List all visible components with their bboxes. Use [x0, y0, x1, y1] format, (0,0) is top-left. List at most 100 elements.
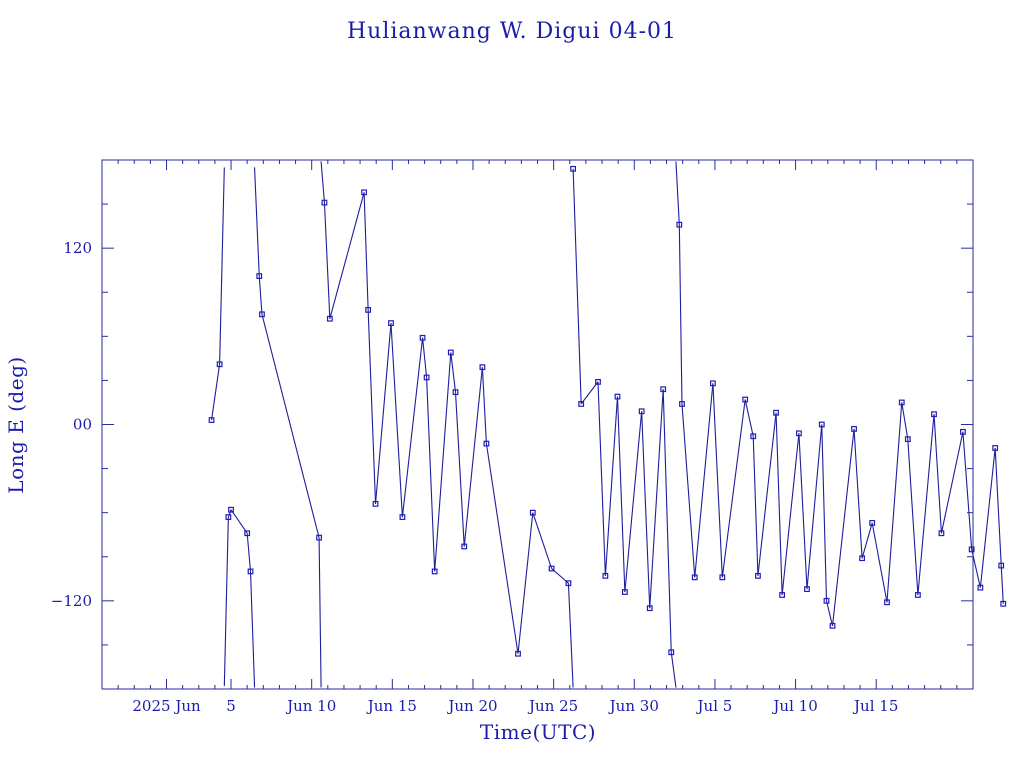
data-point: [326, 315, 333, 322]
data-point: [660, 386, 667, 393]
data-point: [977, 584, 984, 591]
series-segment: [694, 383, 714, 578]
data-point: [216, 361, 223, 368]
data-point: [529, 509, 536, 516]
series-segment: [463, 367, 483, 547]
data-point: [968, 546, 975, 553]
series-segment: [853, 428, 863, 559]
series-segment: [641, 411, 651, 609]
data-point: [321, 199, 328, 206]
series-segment: [775, 412, 783, 595]
series-segment: [329, 192, 365, 319]
data-point: [208, 417, 215, 423]
series-segment: [422, 337, 428, 378]
data-point: [447, 349, 454, 356]
data-point: [796, 430, 802, 437]
y-axis-label: Long E (deg): [4, 356, 28, 493]
series-segment: [254, 167, 260, 277]
series-segment: [907, 439, 919, 595]
series-segment: [211, 364, 221, 421]
series-segment: [861, 522, 873, 559]
plot-frame: [101, 159, 974, 690]
data-point: [399, 514, 406, 520]
data-point: [998, 562, 1005, 569]
data-point: [372, 500, 379, 507]
data-point: [755, 572, 761, 579]
data-point: [742, 396, 749, 403]
y-tick-label: −120: [51, 592, 92, 610]
series-segment: [752, 436, 759, 576]
series-segment: [744, 399, 754, 437]
data-point: [388, 320, 394, 327]
series-segment: [454, 392, 465, 547]
x-tick-label: 5: [226, 697, 236, 715]
data-point: [515, 650, 521, 657]
series-markers: [208, 165, 1007, 657]
plot-border: [101, 159, 974, 690]
data-point: [244, 530, 251, 537]
series-segment: [678, 224, 683, 404]
data-point: [779, 592, 786, 598]
series-segment: [940, 431, 964, 534]
series-segment: [580, 381, 599, 405]
x-tick-label: Jul 15: [852, 697, 898, 715]
series-segment: [567, 583, 574, 688]
x-axis-ticks: 2025 Jun 5 Jun 10 Jun 15 Jun 20 Jun 25 Jun 30 J…: [117, 160, 958, 715]
data-point: [365, 306, 372, 313]
series-segment: [681, 403, 696, 578]
series-segment: [825, 600, 834, 626]
series-segment: [670, 652, 677, 688]
data-point: [602, 572, 609, 579]
x-axis-label: Time(UTC): [480, 720, 596, 744]
series-segment: [662, 389, 672, 653]
series-segment: [979, 447, 996, 588]
series-segment: [624, 411, 643, 593]
data-point: [565, 580, 572, 587]
data-point: [668, 649, 675, 656]
data-point: [931, 411, 937, 418]
series-segment: [597, 381, 606, 576]
series-segment: [721, 399, 746, 578]
data-point: [884, 599, 890, 606]
series-segment: [450, 352, 457, 393]
data-point: [869, 520, 876, 526]
series-segment: [572, 168, 582, 404]
data-point: [621, 589, 628, 595]
series-segment: [886, 402, 903, 603]
data-point: [595, 378, 601, 385]
series-segment: [1000, 565, 1004, 604]
series-segment: [675, 161, 680, 225]
series-segment: [604, 396, 619, 576]
series-segment: [246, 533, 252, 572]
series-segment: [871, 522, 888, 603]
data-point: [570, 165, 577, 172]
series-segment: [434, 352, 452, 572]
data-point: [483, 440, 490, 447]
series-segment: [821, 424, 828, 601]
data-point: [750, 433, 757, 440]
series-segment: [426, 377, 436, 572]
data-point: [419, 334, 426, 341]
series-segment: [901, 402, 909, 440]
data-point: [938, 530, 945, 537]
series-segment: [994, 447, 1002, 566]
data-point: [719, 574, 726, 581]
series-segment: [481, 367, 487, 444]
data-point: [818, 421, 825, 428]
series-segment: [401, 337, 424, 518]
series-segment: [933, 414, 942, 534]
data-point: [256, 273, 263, 279]
data-point: [548, 565, 555, 572]
series-segment: [616, 396, 626, 593]
x-tick-label: Jul 5: [696, 697, 733, 715]
data-point: [691, 574, 698, 581]
series-segment: [806, 424, 823, 590]
data-point: [452, 389, 459, 396]
series-segment: [798, 433, 808, 590]
data-point: [228, 506, 234, 513]
y-tick-label: 120: [63, 239, 92, 257]
data-point: [316, 534, 322, 541]
series-segment: [831, 428, 855, 626]
series-segment: [223, 517, 229, 687]
